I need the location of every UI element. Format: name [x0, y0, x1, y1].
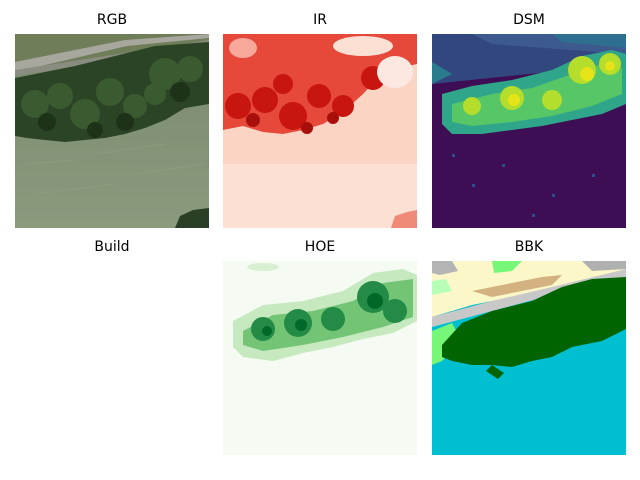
rgb-image-panel: [15, 34, 209, 228]
panel-title-dsm: DSM: [513, 12, 545, 28]
ir-image-panel: [223, 34, 417, 228]
hoe-image-panel: [223, 261, 417, 455]
build-image-panel: [15, 261, 209, 455]
panel-title-bbk: BBK: [514, 239, 544, 255]
rgb-aerial-image: [15, 34, 209, 228]
panel-title-rgb: RGB: [96, 12, 128, 28]
dsm-image: [432, 34, 626, 228]
panel-title-ir: IR: [313, 12, 327, 28]
ir-image: [223, 34, 417, 228]
panel-title-hoe: HOE: [304, 239, 336, 255]
bbk-landcover-map: [432, 261, 626, 455]
dsm-image-panel: [432, 34, 626, 228]
hoe-image: [223, 261, 417, 455]
bbk-image-panel: [432, 261, 626, 455]
panel-title-build: Build: [94, 239, 130, 255]
